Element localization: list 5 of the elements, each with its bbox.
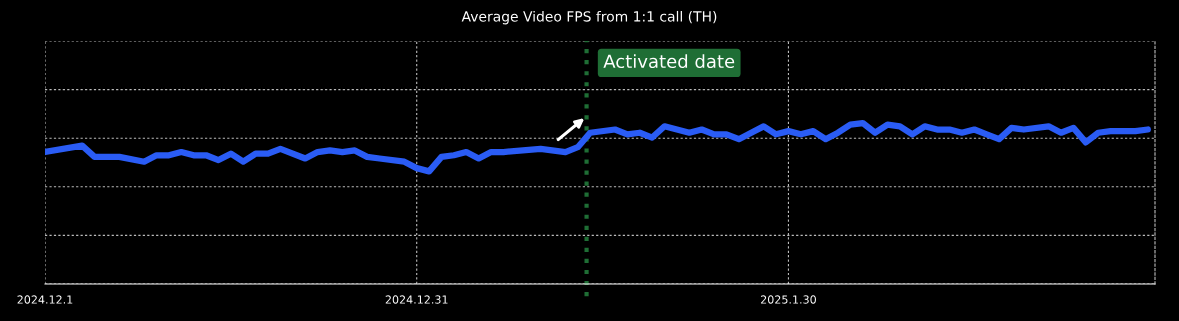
- x-tick-label: 2025.1.30: [760, 295, 816, 304]
- chart-title: Average Video FPS from 1:1 call (TH): [461, 10, 717, 25]
- ref-line-label: Activated date: [603, 54, 735, 69]
- x-tick-label: 2024.12.31: [385, 295, 448, 304]
- x-tick-label: 2024.12.1: [17, 295, 73, 304]
